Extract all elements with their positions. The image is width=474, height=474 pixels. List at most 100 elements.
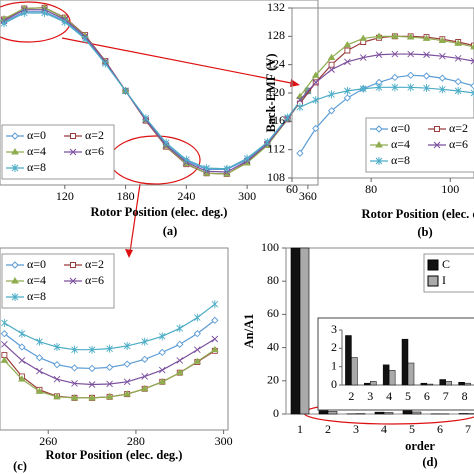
point-marker — [1, 318, 8, 327]
point-marker — [106, 380, 113, 388]
y-axis-label: Back-EMF (V) — [264, 53, 278, 132]
legend-marker — [11, 293, 19, 301]
x-tick-label: 60 — [286, 182, 298, 196]
inset-bar — [420, 382, 428, 386]
point-marker — [81, 34, 89, 43]
legend-label: α=2 — [449, 121, 468, 135]
legend-label: α=6 — [85, 144, 104, 158]
point-marker — [53, 375, 61, 383]
legend-marker — [69, 277, 77, 285]
legend-label: α=0 — [391, 121, 410, 135]
legend-label: α=4 — [391, 137, 410, 151]
inset-x-tick-label: 2 — [348, 389, 354, 403]
point-marker — [359, 84, 367, 93]
point-marker — [176, 324, 184, 333]
point-marker — [470, 57, 474, 65]
point-marker — [122, 86, 129, 95]
arrow — [129, 183, 141, 253]
point-marker — [359, 54, 367, 61]
point-marker — [203, 164, 210, 173]
inset-frame — [317, 317, 474, 411]
y-axis-label: An/A1 — [242, 314, 256, 349]
y-tick-label: 0 — [273, 406, 279, 420]
legend-label: α=2 — [85, 128, 104, 142]
point-marker — [175, 368, 184, 376]
point-marker — [0, 330, 9, 338]
series-line — [299, 53, 474, 101]
point-marker — [407, 50, 415, 58]
plot-frame — [0, 247, 229, 431]
y-tick-label: 124 — [267, 56, 285, 70]
inset-bar — [407, 362, 415, 386]
legend-label: α=0 — [27, 257, 46, 271]
y-tick-label: 116 — [267, 113, 285, 127]
inset-y-tick-label: 1 — [331, 358, 337, 372]
legend-label: α=8 — [391, 153, 410, 167]
point-marker — [423, 51, 430, 59]
bar — [299, 247, 310, 415]
point-marker — [88, 381, 96, 388]
inset-bar — [382, 364, 390, 386]
x-tick-label: 360 — [299, 189, 317, 203]
inset-y-tick-label: 2 — [331, 340, 337, 354]
inset-y-tick-label: 3 — [331, 322, 337, 336]
point-marker — [88, 394, 96, 401]
x-tick-label: 100 — [441, 182, 459, 196]
point-marker — [36, 367, 43, 375]
x-tick-label: 2 — [325, 422, 331, 436]
point-marker — [70, 364, 79, 372]
y-tick-label: 128 — [267, 28, 285, 42]
x-tick-label: 300 — [215, 434, 233, 448]
point-marker — [422, 34, 431, 41]
legend-marker — [11, 261, 19, 269]
legend-label: α=2 — [85, 257, 104, 271]
legend-label: α=8 — [27, 160, 46, 174]
inset-bar — [426, 383, 434, 386]
point-marker — [438, 36, 447, 44]
point-marker — [193, 357, 202, 364]
point-marker — [470, 43, 474, 50]
legend-label: α=6 — [85, 273, 104, 287]
legend-label: C — [442, 257, 450, 271]
legend-label: α=8 — [27, 289, 46, 303]
point-marker — [438, 74, 446, 82]
point-marker — [123, 360, 131, 368]
point-marker — [243, 154, 251, 163]
point-marker — [284, 113, 291, 122]
series-line — [3, 349, 216, 399]
point-marker — [328, 90, 335, 99]
series-line — [3, 12, 309, 170]
inset-bar — [445, 381, 452, 386]
legend-marker — [433, 141, 441, 149]
point-marker — [53, 343, 61, 352]
point-marker — [35, 387, 44, 394]
point-marker — [328, 66, 335, 73]
point-marker — [141, 373, 149, 380]
inset-bar — [345, 335, 352, 386]
bar — [374, 411, 385, 415]
legend-marker — [11, 132, 19, 140]
inset-bar — [439, 379, 446, 386]
series-line — [3, 9, 309, 173]
point-marker — [18, 375, 26, 382]
plot-frame — [285, 247, 474, 415]
arrow — [61, 37, 297, 85]
x-axis-label: Rotor Position (elec. deg.) — [362, 207, 474, 221]
point-marker — [53, 392, 61, 400]
legend-swatch — [427, 259, 439, 271]
point-marker — [158, 348, 166, 357]
point-marker — [1, 341, 8, 348]
point-marker — [35, 354, 44, 362]
point-marker — [375, 51, 383, 59]
point-marker — [70, 394, 79, 401]
x-tick-label: 280 — [127, 434, 145, 448]
point-marker — [312, 79, 320, 86]
point-marker — [71, 345, 78, 354]
point-marker — [123, 341, 131, 350]
point-marker — [312, 96, 320, 105]
point-marker — [18, 329, 26, 338]
point-marker — [158, 366, 166, 374]
point-marker — [223, 164, 231, 173]
